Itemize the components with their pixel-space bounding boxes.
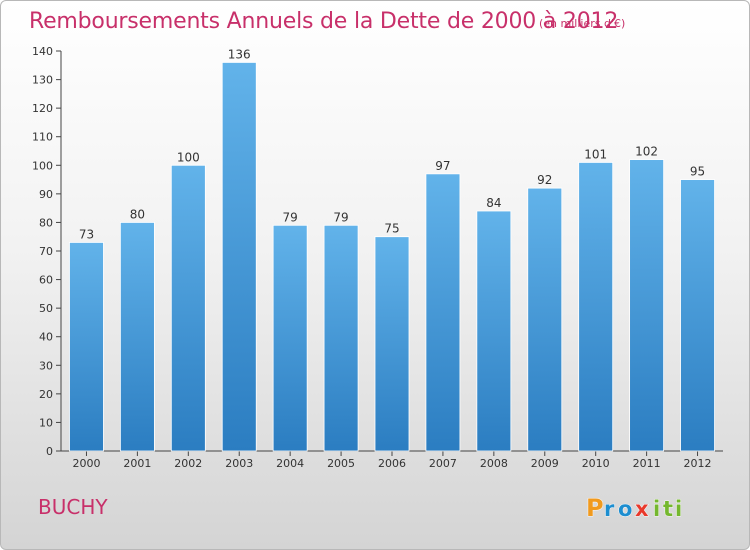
bar-value-label: 75: [384, 222, 399, 236]
y-tick-label: 80: [39, 216, 53, 229]
chart-subtitle: (en milliers d'€): [539, 17, 626, 30]
bar-value-label: 97: [435, 159, 450, 173]
y-tick-label: 20: [39, 388, 53, 401]
x-category-label: 2001: [123, 457, 151, 470]
x-category-label: 2003: [225, 457, 253, 470]
commune-name: BUCHY: [38, 495, 108, 519]
bar-value-label: 73: [79, 227, 94, 241]
labels-layer: 0 10 20 30 40 50 60 70 80 90 100 110 120 130 140 73 2000…: [32, 45, 712, 470]
proxiti-logo-letter: o: [618, 497, 632, 521]
y-tick-label: 10: [39, 416, 53, 429]
y-tick-label: 50: [39, 302, 53, 315]
y-tick-label: 0: [46, 445, 53, 458]
bar: [119, 222, 155, 452]
x-category-label: 2010: [582, 457, 610, 470]
x-category-label: 2006: [378, 457, 406, 470]
bar: [578, 162, 614, 452]
x-category-label: 2011: [633, 457, 661, 470]
x-category-label: 2002: [174, 457, 202, 470]
x-category-label: 2004: [276, 457, 304, 470]
y-tick-label: 140: [32, 45, 53, 58]
y-tick-label: 100: [32, 159, 53, 172]
bar-value-label: 79: [333, 210, 348, 224]
bar: [680, 179, 715, 452]
y-tick-label: 130: [32, 74, 53, 87]
y-tick-label: 30: [39, 359, 53, 372]
bars-layer: [69, 62, 715, 452]
proxiti-logo-letter: t: [663, 497, 673, 521]
bar: [527, 187, 563, 452]
y-tick-label: 60: [39, 274, 53, 287]
proxiti-logo-letter: P: [586, 494, 604, 522]
y-tick-label: 110: [32, 131, 53, 144]
bar: [629, 159, 665, 452]
bar: [425, 173, 461, 452]
bar-value-label: 95: [690, 165, 705, 179]
bar: [374, 236, 410, 452]
bar-value-label: 84: [486, 196, 501, 210]
bar-value-label: 101: [584, 147, 607, 161]
proxiti-logo-letter: i: [675, 497, 682, 521]
x-category-label: 2008: [480, 457, 508, 470]
bar-value-label: 100: [177, 150, 200, 164]
proxiti-logo-letter: x: [635, 497, 649, 521]
x-category-label: 2000: [72, 457, 100, 470]
bar: [170, 164, 206, 452]
bar: [272, 224, 308, 452]
y-tick-label: 70: [39, 245, 53, 258]
bar: [221, 62, 257, 452]
proxiti-logo-letter: r: [604, 497, 615, 521]
chart-title: Remboursements Annuels de la Dette de 20…: [29, 9, 619, 34]
y-tick-label: 40: [39, 331, 53, 344]
x-category-label: 2009: [531, 457, 559, 470]
bar: [476, 210, 512, 452]
y-tick-label: 90: [39, 188, 53, 201]
bar: [323, 224, 359, 452]
bar-value-label: 80: [130, 207, 145, 221]
y-tick-label: 120: [32, 102, 53, 115]
x-category-label: 2007: [429, 457, 457, 470]
proxiti-logo-letter: i: [653, 497, 660, 521]
bar-value-label: 79: [283, 210, 298, 224]
x-category-label: 2005: [327, 457, 355, 470]
bar-value-label: 136: [228, 47, 251, 61]
bar-value-label: 92: [537, 173, 552, 187]
x-category-label: 2012: [684, 457, 712, 470]
bar-value-label: 102: [635, 145, 658, 159]
bar: [69, 242, 104, 452]
